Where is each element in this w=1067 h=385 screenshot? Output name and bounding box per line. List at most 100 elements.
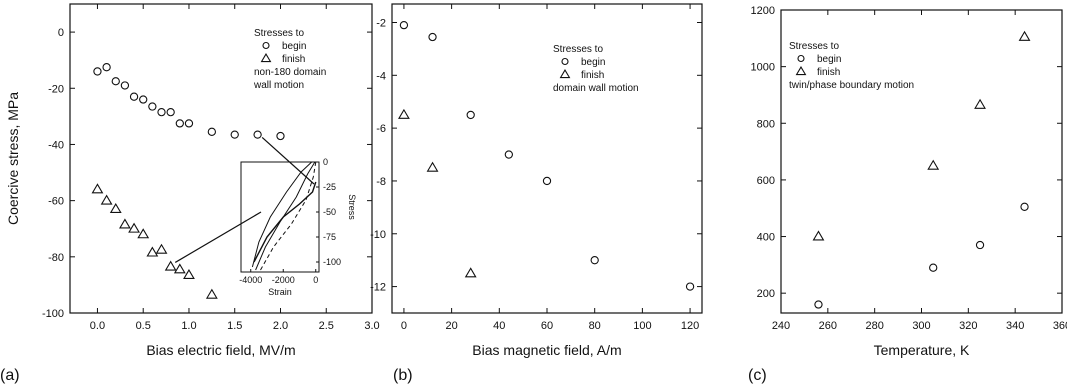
x-tick-label: 240 [772, 320, 790, 332]
y-tick-label: 0 [58, 27, 64, 39]
legend-marker-circle [262, 41, 270, 50]
y-tick-label: -10 [370, 229, 386, 241]
legend-note: twin/phase boundary motion [789, 80, 914, 91]
x-tick-label: 1.0 [181, 320, 196, 332]
data-point-finish [927, 159, 940, 170]
data-point-finish [100, 194, 113, 205]
y-tick-label: 1000 [751, 62, 775, 74]
x-axis-label: Temperature, K [874, 342, 970, 358]
data-point-begin [102, 63, 111, 72]
plot-frame [69, 3, 373, 314]
legend-marker-circle [797, 54, 805, 63]
x-tick-label: 360 [1053, 320, 1067, 332]
data-point-finish [1018, 30, 1031, 41]
x-tick-label: 340 [1006, 320, 1024, 332]
x-tick-label: 2.0 [273, 320, 288, 332]
inset-y-tick-label: 0 [323, 157, 328, 167]
legend-title: Stresses to [553, 44, 603, 55]
legend-entry-label: finish [282, 54, 305, 65]
y-tick-label: -2 [376, 17, 386, 29]
legend-entry-label: finish [581, 70, 604, 81]
y-tick-label: -40 [48, 139, 64, 151]
legend-note: non-180 domain [254, 67, 326, 78]
x-tick-label: 120 [681, 320, 699, 332]
y-tick-label: -4 [376, 70, 386, 82]
data-point-begin [148, 102, 157, 111]
x-tick-label: 0 [401, 320, 407, 332]
data-point-begin [93, 67, 102, 76]
data-point-begin [685, 282, 695, 291]
y-tick-label: -80 [48, 252, 64, 264]
data-point-begin [139, 95, 148, 104]
x-tick-label: 20 [445, 320, 457, 332]
legend: Stresses to begin finish domain wall motion [553, 44, 639, 94]
data-point-begin [184, 119, 194, 128]
panel-label: (b) [393, 367, 413, 384]
inset-y-label: Stress [347, 194, 357, 220]
data-point-begin [428, 32, 437, 42]
series-finish [91, 183, 218, 299]
y-tick-label: -8 [376, 176, 386, 188]
panel-c: 240 260 280 300 320 340 360 200 400 600 800 1000 120… [748, 5, 1067, 384]
y-tick-label: -60 [48, 196, 64, 208]
inset-y-tick-label: -50 [323, 207, 336, 217]
data-point-finish [146, 246, 159, 257]
data-point-begin [542, 176, 552, 186]
legend-note: domain wall motion [553, 83, 639, 94]
x-tick-label: 3.0 [364, 320, 379, 332]
data-point-finish [173, 263, 186, 274]
data-point-finish [128, 222, 140, 233]
panel-a: 0.0 0.5 1.0 1.5 2.0 2.5 3.0 0 -20 -40 -60 -80 -100 Bi… [0, 3, 380, 384]
data-point-begin [230, 130, 239, 139]
legend: Stresses to begin finish twin/phase boundar… [789, 41, 914, 91]
legend-entry-label: begin [581, 57, 605, 68]
data-point-begin [276, 131, 285, 141]
series-finish [398, 108, 477, 278]
y-tick-label: -6 [376, 123, 386, 135]
data-point-begin [175, 119, 184, 128]
legend-entry-label: begin [282, 41, 306, 52]
y-tick-label: 200 [757, 288, 775, 300]
data-point-begin [466, 110, 475, 120]
data-point-finish [137, 228, 150, 239]
data-point-finish [183, 268, 195, 280]
data-point-finish [109, 202, 122, 214]
data-point-begin [814, 300, 823, 309]
data-point-finish [91, 183, 104, 194]
legend-marker-triangle [795, 65, 807, 76]
y-tick-label: 1200 [751, 5, 775, 17]
inset-x-tick-label: -2000 [272, 275, 295, 285]
y-tick-label: 600 [757, 175, 775, 187]
pointer-line [174, 211, 262, 263]
legend-entry-label: begin [817, 54, 841, 65]
data-point-finish [118, 218, 131, 229]
y-tick-label: -20 [48, 83, 64, 95]
data-point-finish [464, 267, 477, 278]
inset-frame [240, 161, 320, 273]
panel-b: 0 20 40 60 80 100 120 -2 -4 -6 -8 -10 -12 Bias magnet… [370, 3, 703, 384]
legend-title: Stresses to [254, 28, 304, 39]
panel-label: (a) [0, 367, 20, 384]
y-tick-label: -12 [370, 282, 386, 294]
inset-y-tick-label: -25 [323, 182, 336, 192]
data-point-begin [590, 256, 599, 265]
x-axis-label: Bias magnetic field, A/m [472, 342, 621, 358]
x-tick-label: 0.5 [136, 320, 151, 332]
series-begin [814, 202, 1029, 309]
data-point-begin [111, 77, 120, 86]
inset-curve [253, 181, 317, 263]
data-point-begin [253, 130, 262, 139]
inset-x-label: Strain [268, 287, 292, 297]
legend-marker-circle [561, 57, 569, 66]
data-point-finish [426, 161, 439, 172]
x-tick-label: 2.5 [319, 320, 334, 332]
legend-marker-triangle [559, 68, 571, 79]
data-point-begin [929, 263, 938, 272]
data-point-begin [399, 20, 409, 30]
data-point-finish [155, 243, 168, 254]
x-tick-label: 320 [959, 320, 977, 332]
data-point-finish [812, 230, 825, 241]
x-tick-label: 1.5 [227, 320, 242, 332]
inset-y-tick-label: -75 [323, 232, 336, 242]
y-tick-label: -100 [42, 308, 64, 320]
